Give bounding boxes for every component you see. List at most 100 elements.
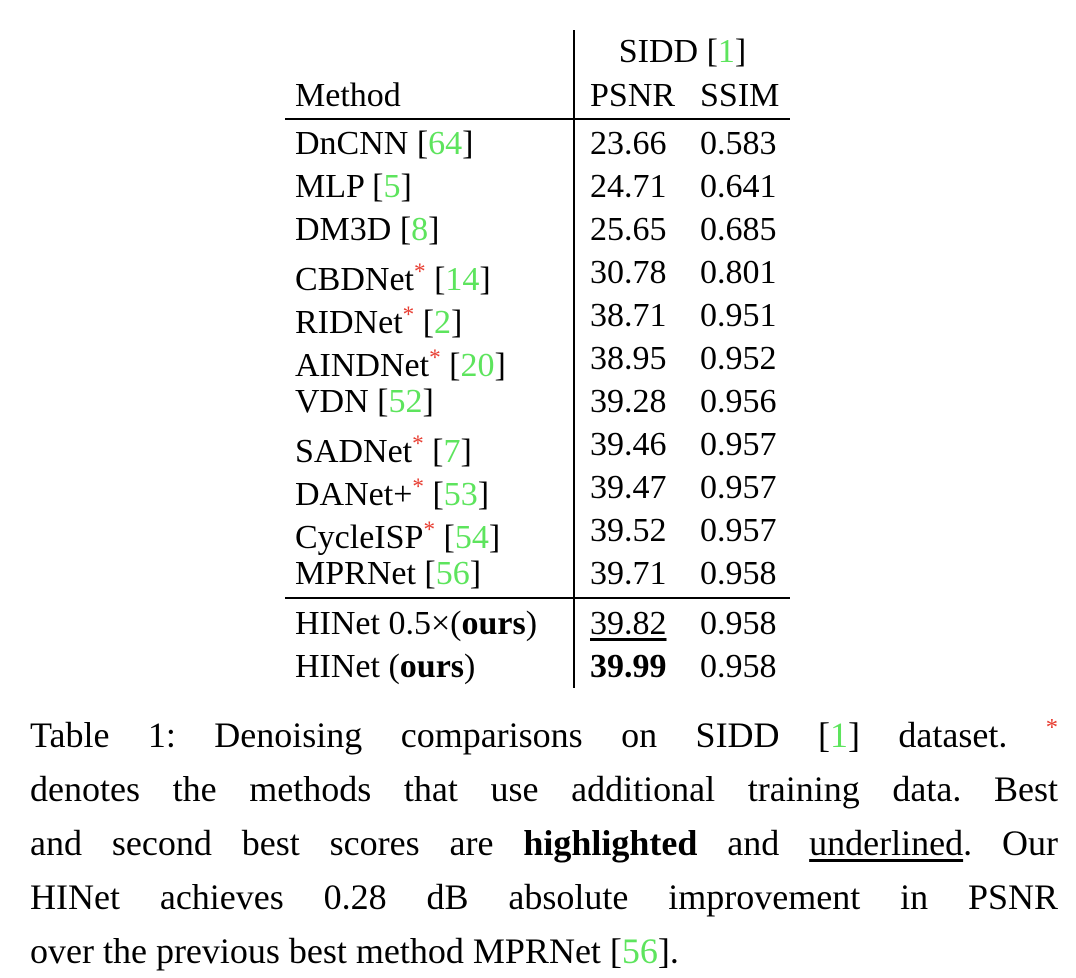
- table-row: MLP [5] 24.71 0.641: [285, 165, 790, 208]
- citation-link[interactable]: 64: [428, 125, 463, 162]
- ssim-value: 0.583: [700, 125, 777, 162]
- ssim-value: 0.957: [700, 426, 777, 463]
- text-segment: VDN [: [295, 383, 389, 420]
- text-segment: Table 1: Denoising comparisons on SIDD [: [30, 714, 830, 755]
- star-marker: *: [402, 302, 415, 328]
- citation-link[interactable]: 1: [717, 33, 735, 70]
- method-cell: RIDNet* [2]: [285, 294, 573, 341]
- table-row: AINDNet* [20] 38.95 0.952: [285, 337, 790, 384]
- text-segment: 39.28: [590, 383, 667, 420]
- text-segment: underlined: [809, 822, 964, 863]
- text-segment: ]: [734, 33, 747, 70]
- method-cell: DnCNN [64]: [285, 122, 573, 165]
- star-marker: *: [414, 259, 426, 285]
- citation-link[interactable]: 20: [460, 347, 495, 385]
- header-rule: [285, 118, 790, 120]
- column-header-row: Method PSNR SSIM: [285, 74, 790, 118]
- caption-line: denotes the methods that use additional …: [30, 762, 1058, 816]
- citation-link[interactable]: 53: [443, 476, 478, 514]
- caption-line: and second best scores are highlighted a…: [30, 816, 1058, 870]
- text-segment: and second best scores are: [30, 822, 524, 863]
- text-segment: CycleISP: [295, 519, 424, 557]
- text-segment: DnCNN [: [295, 125, 429, 162]
- text-segment: ours: [461, 605, 526, 642]
- psnr-value: 25.65: [573, 208, 700, 251]
- results-table: SIDD [1] Method PSNR SSIM DnCNN [64] 23.6…: [285, 30, 790, 688]
- text-segment: 39.71: [590, 555, 667, 592]
- dataset-header: SIDD [1]: [575, 30, 790, 74]
- ssim-value: 0.958: [700, 648, 777, 685]
- text-segment: ].: [657, 930, 679, 971]
- citation-link[interactable]: 7: [443, 433, 461, 471]
- table-row: CBDNet* [14] 30.78 0.801: [285, 251, 790, 298]
- method-cell: VDN [52]: [285, 380, 573, 423]
- text-segment: . Our: [963, 822, 1058, 863]
- method-cell: DANet+* [53]: [285, 466, 573, 513]
- caption-line: HINet achieves 0.28 dB absolute improvem…: [30, 870, 1058, 924]
- citation-link[interactable]: 5: [383, 168, 401, 205]
- psnr-value: 39.47: [573, 466, 700, 509]
- citation-link[interactable]: 8: [411, 211, 429, 248]
- ssim-value: 0.951: [700, 297, 777, 334]
- method-cell: SADNet* [7]: [285, 423, 573, 470]
- text-segment: [: [423, 476, 444, 514]
- ssim-value: 0.801: [700, 254, 777, 291]
- table-row: HINet (ours) 39.99 0.958: [285, 645, 790, 688]
- text-segment: HINet achieves 0.28 dB absolute improvem…: [30, 876, 1058, 917]
- caption: Table 1: Denoising comparisons on SIDD […: [30, 701, 1058, 978]
- psnr-value: 39.99: [573, 645, 700, 688]
- ssim-column-header: SSIM: [700, 77, 780, 114]
- text-segment: ] dataset.: [847, 714, 1046, 755]
- table-row: DANet+* [53] 39.47 0.957: [285, 466, 790, 513]
- text-segment: ]: [400, 168, 412, 205]
- citation-link[interactable]: 52: [388, 383, 423, 420]
- text-segment: 39.82: [590, 605, 667, 642]
- star-marker: *: [1045, 714, 1058, 741]
- ssim-value: 0.958: [700, 555, 777, 592]
- psnr-value: 24.71: [573, 165, 700, 208]
- text-segment: over the previous best method MPRNet [: [30, 930, 622, 971]
- text-segment: 39.52: [590, 512, 667, 549]
- text-segment: ours: [399, 648, 465, 685]
- citation-link[interactable]: 2: [434, 304, 452, 342]
- text-segment: ]: [460, 433, 472, 471]
- citation-link[interactable]: 56: [621, 930, 658, 971]
- psnr-value: 23.66: [573, 122, 700, 165]
- citation-link[interactable]: 56: [435, 555, 470, 592]
- text-segment: HINet 0.5×(: [295, 605, 462, 642]
- star-marker: *: [412, 474, 424, 500]
- citation-link[interactable]: 54: [454, 519, 489, 557]
- method-cell: AINDNet* [20]: [285, 337, 573, 384]
- psnr-value: 39.71: [573, 552, 700, 595]
- citation-link[interactable]: 14: [445, 261, 480, 299]
- table-row: VDN [52] 39.28 0.956: [285, 380, 790, 423]
- text-segment: ]: [422, 383, 434, 420]
- ssim-value: 0.956: [700, 383, 777, 420]
- text-segment: highlighted: [523, 822, 698, 863]
- text-segment: 24.71: [590, 168, 667, 205]
- text-segment: 30.78: [590, 254, 667, 291]
- text-segment: MPRNet [: [295, 555, 436, 592]
- method-cell: HINet 0.5×(ours): [285, 602, 573, 645]
- table-body-ours: HINet 0.5×(ours) 39.82 0.958 HINet (ours) 39…: [285, 602, 790, 688]
- ssim-value: 0.641: [700, 168, 777, 205]
- text-segment: [: [435, 519, 455, 557]
- text-segment: CBDNet: [295, 261, 414, 299]
- method-cell: DM3D [8]: [285, 208, 573, 251]
- citation-link[interactable]: 1: [829, 714, 848, 755]
- text-segment: 23.66: [590, 125, 667, 162]
- text-segment: ]: [479, 261, 491, 299]
- text-segment: ]: [469, 555, 482, 592]
- psnr-value: 39.28: [573, 380, 700, 423]
- table-row: CycleISP* [54] 39.52 0.957: [285, 509, 790, 556]
- text-segment: HINet (: [295, 648, 400, 685]
- psnr-value: 38.71: [573, 294, 700, 337]
- text-segment: SIDD [: [618, 33, 718, 70]
- psnr-value: 39.52: [573, 509, 700, 552]
- text-segment: and: [697, 822, 810, 863]
- method-column-header: Method: [295, 77, 401, 114]
- text-segment: DM3D [: [295, 211, 412, 248]
- text-segment: ]: [451, 304, 463, 342]
- method-cell: CBDNet* [14]: [285, 251, 573, 298]
- ssim-value: 0.957: [700, 469, 777, 506]
